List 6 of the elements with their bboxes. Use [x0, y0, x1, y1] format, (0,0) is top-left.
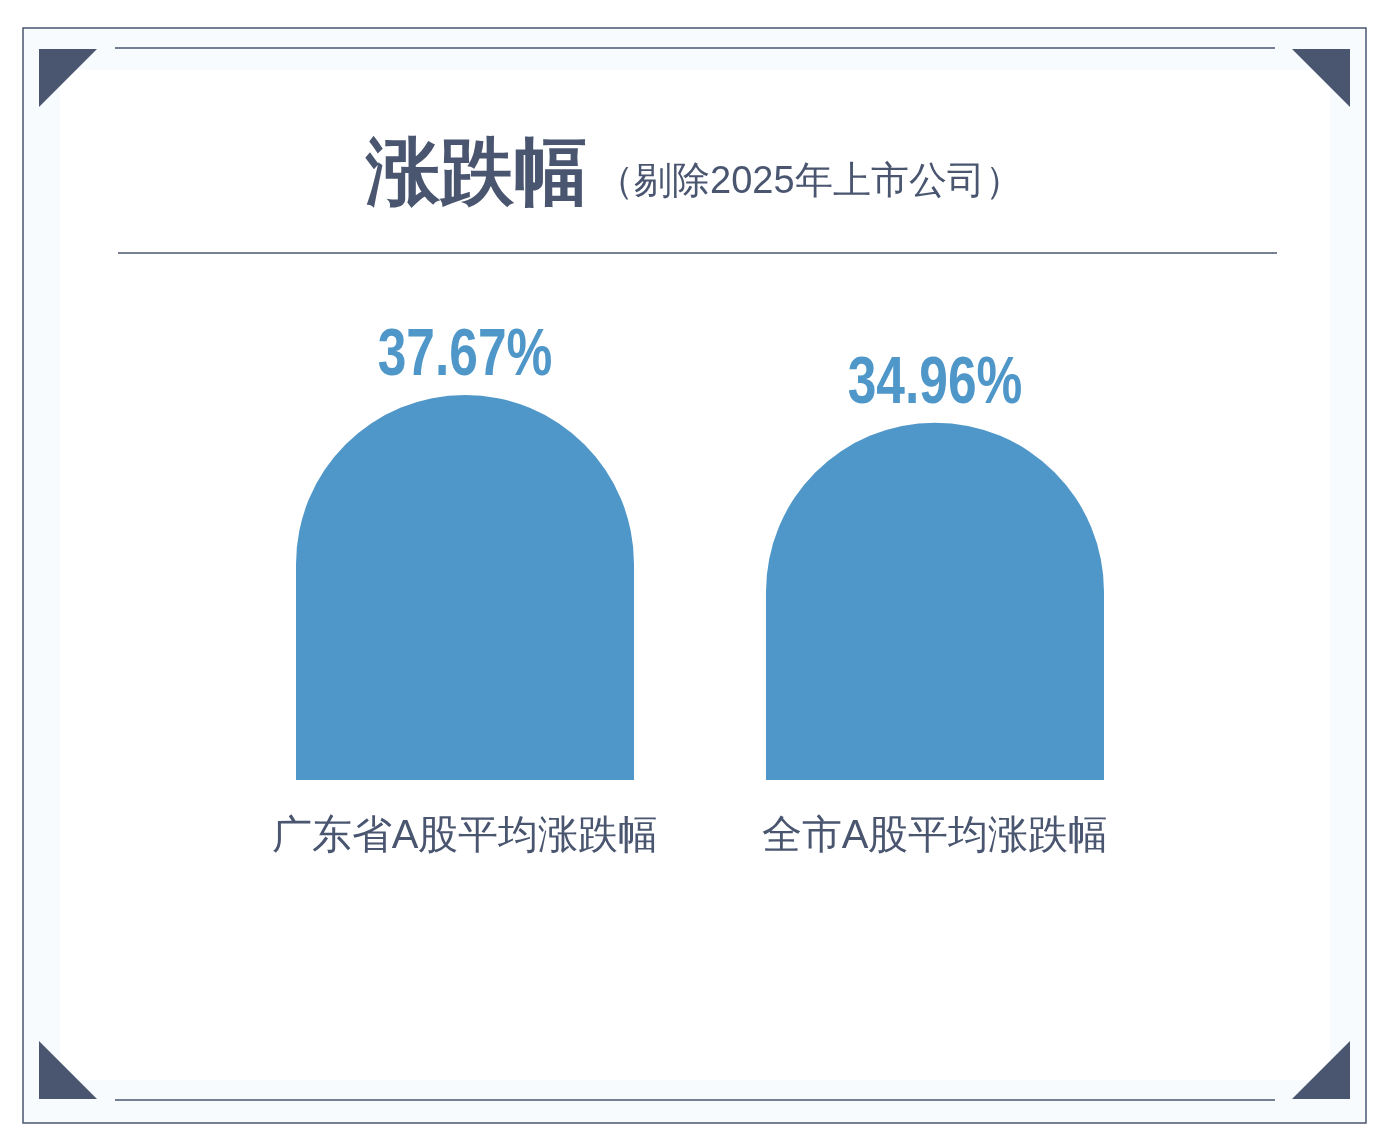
chart-title: 涨跌幅	[365, 128, 588, 214]
x-tick-label: 全市A股平均涨跌幅	[761, 812, 1109, 856]
chart-subtitle: （剔除2025年上市公司）	[596, 159, 1023, 201]
x-tick-label: 广东省A股平均涨跌幅	[271, 812, 659, 856]
data-label: 37.67%	[377, 314, 553, 390]
data-label: 34.96%	[847, 342, 1023, 418]
